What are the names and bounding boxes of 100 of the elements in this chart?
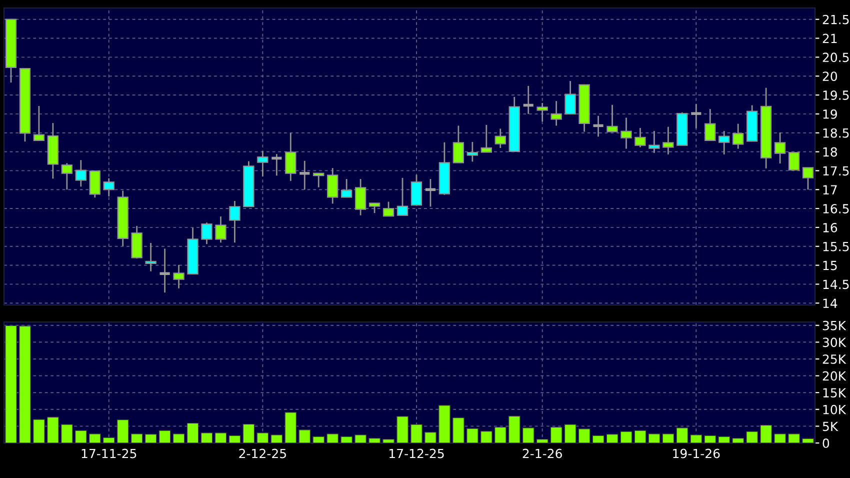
bar xyxy=(186,422,199,443)
candlestick xyxy=(410,174,422,206)
candlestick xyxy=(368,202,380,214)
bar xyxy=(172,434,185,443)
y-tick-label: 14.5 xyxy=(823,280,849,290)
candlestick xyxy=(75,159,86,188)
bar xyxy=(326,434,339,443)
bar xyxy=(802,438,814,443)
candlestick xyxy=(466,141,478,162)
bar xyxy=(158,430,171,443)
y-tick-label: 35K xyxy=(822,320,846,330)
bar xyxy=(438,405,450,443)
y-tick-label: 17.5 xyxy=(823,166,849,176)
bar xyxy=(242,424,255,443)
y-tick-label: 30K xyxy=(822,338,846,348)
bar xyxy=(522,428,534,443)
y-tick-label: 20K xyxy=(822,371,846,381)
bar xyxy=(340,436,353,443)
candlestick xyxy=(536,102,548,122)
bar xyxy=(494,426,506,443)
y-tick-label: 20 xyxy=(822,72,838,82)
candlestick xyxy=(424,178,437,208)
y-tick-label: 10K xyxy=(823,404,846,414)
bar xyxy=(60,424,73,443)
bar xyxy=(508,416,520,443)
y-tick-label: 21 xyxy=(822,34,837,44)
bar xyxy=(270,434,283,443)
bar xyxy=(312,436,325,443)
bar xyxy=(634,430,646,443)
bar xyxy=(74,430,87,443)
candlestick xyxy=(774,132,786,164)
y-tick-label: 14 xyxy=(823,298,838,308)
bar xyxy=(564,424,576,443)
candlestick xyxy=(732,123,744,150)
y-tick-label: 16.5 xyxy=(823,204,849,214)
x-tick-label: 17-11-25 xyxy=(82,448,136,458)
x-tick-label: 2-12-25 xyxy=(239,448,286,458)
candlestick xyxy=(788,152,800,170)
bar xyxy=(536,438,548,443)
bar xyxy=(452,417,464,443)
bar xyxy=(788,434,800,443)
candlestick xyxy=(382,201,394,217)
bar xyxy=(424,432,436,443)
y-tick-label: 0 xyxy=(822,438,830,448)
bar xyxy=(746,431,758,443)
bar xyxy=(88,434,101,443)
bar xyxy=(298,430,311,443)
x-tick-label: 19-1-26 xyxy=(673,448,720,458)
bar xyxy=(480,430,492,443)
bar xyxy=(648,434,660,443)
y-tick-label: 19 xyxy=(823,109,837,119)
bar xyxy=(396,416,408,443)
candlestick xyxy=(550,100,562,126)
bar xyxy=(382,438,394,443)
candlestick xyxy=(257,150,268,178)
y-tick-label: 5K xyxy=(822,422,838,432)
candlestick xyxy=(718,130,730,156)
bar xyxy=(144,434,157,443)
y-tick-label: 15 xyxy=(823,260,837,270)
bar xyxy=(704,435,716,443)
bar xyxy=(718,436,730,443)
candlestick xyxy=(634,127,646,148)
bar xyxy=(550,426,562,443)
candlestick xyxy=(662,126,674,156)
candlestick xyxy=(802,166,814,190)
bar xyxy=(774,434,786,443)
bar xyxy=(410,424,422,443)
candlestick xyxy=(201,222,212,245)
bar xyxy=(33,419,45,443)
y-tick-label: 18.5 xyxy=(823,128,849,138)
y-tick-label: 21.5 xyxy=(822,14,849,24)
y-tick-label: 25K xyxy=(822,354,846,364)
candlestick xyxy=(494,128,506,149)
x-tick-label: 2-1-26 xyxy=(522,448,562,458)
bar xyxy=(228,435,241,443)
bar xyxy=(5,325,17,443)
bar xyxy=(732,438,744,443)
bar xyxy=(760,424,772,443)
candlestick xyxy=(313,172,324,188)
bar xyxy=(102,437,115,443)
candlestick xyxy=(648,130,660,154)
candlestick xyxy=(354,178,366,216)
candlestick xyxy=(61,162,73,190)
y-tick-label: 17 xyxy=(823,185,837,194)
candlestick xyxy=(215,216,226,244)
candlestick xyxy=(33,105,45,142)
bar xyxy=(690,434,702,443)
candlestick xyxy=(103,178,114,198)
y-tick-label: 15K xyxy=(823,388,846,398)
candlestick xyxy=(606,104,618,132)
y-tick-label: 16 xyxy=(823,222,838,232)
bar xyxy=(116,419,129,443)
bar xyxy=(606,434,618,443)
bar xyxy=(130,434,143,443)
candlestick xyxy=(89,170,100,198)
candlestick xyxy=(396,177,408,216)
y-tick-label: 19.5 xyxy=(823,90,849,100)
bar xyxy=(214,432,227,443)
candlestick xyxy=(704,108,716,142)
bar xyxy=(284,412,297,443)
